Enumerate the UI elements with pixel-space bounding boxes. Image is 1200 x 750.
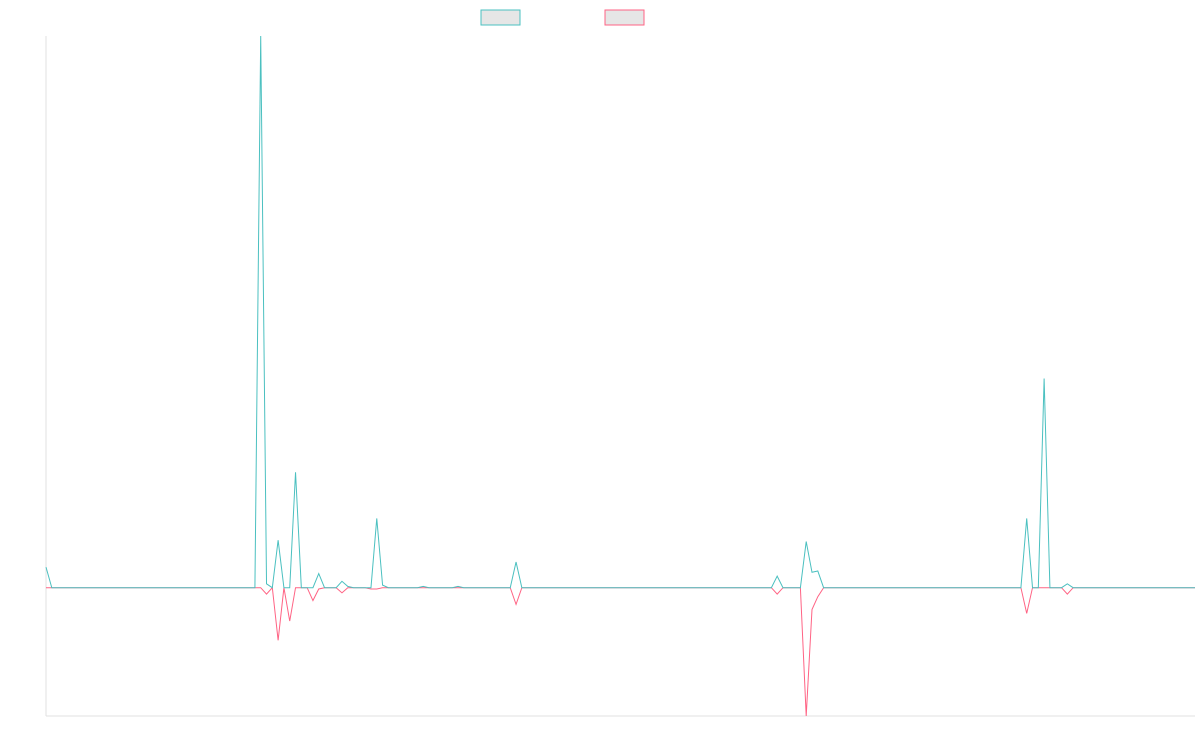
series-line-1	[45, 35, 1195, 589]
series-layer	[45, 35, 1195, 717]
legend-swatch-1[interactable]	[480, 9, 521, 26]
axes	[45, 36, 1195, 717]
legend-swatch-2[interactable]	[604, 9, 645, 26]
series-line-2	[46, 586, 1195, 717]
legend	[480, 9, 645, 26]
